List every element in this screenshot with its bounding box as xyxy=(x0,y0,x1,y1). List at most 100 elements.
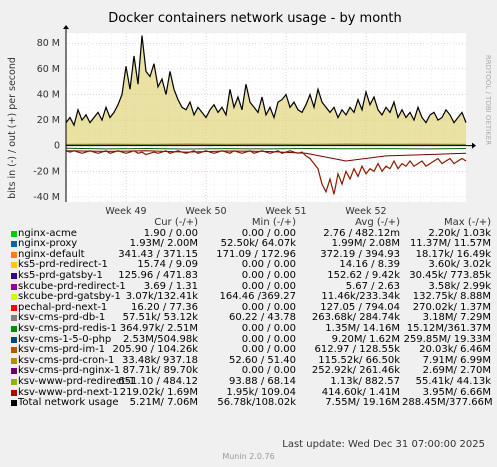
legend-cur: 341.43 / 371.15 xyxy=(118,248,198,260)
legend-name: ksv-cms-1-5-0-php xyxy=(18,333,112,345)
legend-max: 15.12M/361.37M xyxy=(406,322,491,334)
x-tick-label: Week 51 xyxy=(265,206,306,217)
legend-min: 56.78k/108.02k xyxy=(217,397,296,409)
legend-cur: 16.20 / 77.36 xyxy=(131,301,198,313)
legend-row: ks5-prd-gatsby-1 125.96 / 471.83 0.00 / 0.… xyxy=(10,269,491,282)
legend-header-min: Min (-/+) xyxy=(251,217,296,228)
legend-row: ksv-www-prd-next-1 219.02k/ 1.69M 1.95k/ 1… xyxy=(10,386,491,399)
legend-swatch xyxy=(11,241,17,248)
legend: Cur (-/+) Min (-/+) Avg (-/+) Max (-/+) … xyxy=(10,217,493,409)
legend-min: 0.00 / 0.00 xyxy=(241,269,296,281)
legend-row: nginx-acme 1.90 / 0.00 0.00 / 0.00 2.76 / 4… xyxy=(10,227,491,240)
series-line-in xyxy=(65,150,467,195)
watermark: RRDTOOL / TOBI OETIKER xyxy=(484,55,492,145)
legend-avg: 1.13k/ 882.57 xyxy=(330,375,400,387)
y-tick-label: 40 M xyxy=(37,89,60,100)
legend-row: ksv-cms-prd-redis-1 364.97k/ 2.51M 0.00 / … xyxy=(10,322,491,335)
footer-credit: Munin 2.0.76 xyxy=(222,452,275,461)
legend-cur: 125.96 / 471.83 xyxy=(118,269,198,281)
legend-min: 52.50k/ 64.07k xyxy=(220,238,296,250)
legend-min: 171.09 / 172.96 xyxy=(216,248,296,260)
series-line-out xyxy=(65,35,467,127)
legend-cur: 651.10 / 484.12 xyxy=(118,375,198,387)
legend-name: skcube-prd-gatsby-1 xyxy=(18,291,121,303)
y-tick-label: 20 M xyxy=(37,115,60,126)
chart-title: Docker containers network usage - by mon… xyxy=(108,11,402,26)
legend-max: 7.91M/ 6.99M xyxy=(422,354,491,366)
tick-labels: -40 M -20 M 0 20 M 40 M 60 M 80 M Week 49 Week 5… xyxy=(33,38,386,217)
legend-name: nginx-proxy xyxy=(18,238,78,250)
legend-max: 3.60k/ 3.02k xyxy=(428,259,491,271)
legend-cur: 15.74 / 9.09 xyxy=(137,259,198,271)
legend-name: nginx-default xyxy=(18,248,85,260)
legend-swatch xyxy=(11,336,17,343)
legend-max: 20.03k/ 6.46M xyxy=(419,344,491,356)
legend-min: 0.00 / 0.00 xyxy=(241,259,296,271)
legend-min: 0.00 / 0.00 xyxy=(241,280,296,292)
legend-cur: 364.97k/ 2.51M xyxy=(119,322,198,334)
legend-row: ksv-cms-prd-db-1 57.51k/ 53.12k 60.22 / 43… xyxy=(10,312,491,324)
series-area-out xyxy=(66,35,466,146)
legend-swatch xyxy=(11,389,17,396)
legend-row: ksv-cms-prd-cron-1 33.48k/ 937.18 52.60 / … xyxy=(10,354,491,367)
legend-swatch xyxy=(11,262,17,269)
legend-max: 3.58k/ 2.99k xyxy=(428,280,491,292)
legend-swatch xyxy=(11,283,17,290)
legend-swatch xyxy=(11,357,17,364)
legend-min: 52.60 / 51.40 xyxy=(229,354,296,366)
series-layer xyxy=(65,35,467,195)
legend-min: 0.00 / 0.00 xyxy=(241,365,296,377)
legend-cur: 3.69 / 1.31 xyxy=(143,280,198,292)
legend-min: 1.95k/ 109.04 xyxy=(226,386,296,398)
legend-avg: 372.19 / 394.93 xyxy=(320,248,400,260)
legend-max: 270.02k/ 1.37M xyxy=(412,301,491,313)
legend-avg: 1.99M/ 2.08M xyxy=(331,238,400,250)
y-tick-label: 60 M xyxy=(37,64,60,75)
legend-max: 30.45k/ 773.85k xyxy=(409,269,491,281)
legend-name: ksv-www-prd-next-1 xyxy=(18,386,119,398)
legend-name: ks5-prd-redirect-1 xyxy=(18,259,108,271)
legend-name: Total network usage xyxy=(18,397,119,409)
legend-cur: 205.90 / 104.26k xyxy=(112,344,199,356)
legend-avg: 9.20M/ 1.62M xyxy=(331,333,400,345)
legend-name: nginx-acme xyxy=(18,227,77,239)
legend-avg: 263.68k/ 284.74k xyxy=(311,312,400,324)
legend-min: 0.00 / 0.00 xyxy=(241,333,296,345)
legend-avg: 252.92k/ 261.46k xyxy=(311,365,400,377)
y-tick-label: -20 M xyxy=(33,166,60,177)
legend-header-max: Max (-/+) xyxy=(443,217,491,228)
legend-min: 0.00 / 0.00 xyxy=(241,344,296,356)
x-axis-arrow xyxy=(472,142,476,149)
legend-cur: 87.71k/ 89.70k xyxy=(122,365,198,377)
legend-row: ksv-cms-prd-nginx-1 87.71k/ 89.70k 0.00 / … xyxy=(10,365,491,377)
legend-swatch xyxy=(11,400,17,407)
legend-name: pechal-prd-next-1 xyxy=(18,301,108,313)
legend-swatch xyxy=(11,230,17,237)
legend-cur: 1.90 / 0.00 xyxy=(143,227,198,239)
legend-swatch xyxy=(11,304,17,311)
legend-row: ksv-www-prd-redirect-1 651.10 / 484.12 93.… xyxy=(10,375,491,388)
y-axis-arrow xyxy=(63,25,69,29)
legend-swatch xyxy=(11,368,17,375)
x-tick-label: Week 49 xyxy=(105,206,146,217)
legend-cur: 5.21M/ 7.06M xyxy=(129,397,198,409)
legend-max: 55.41k/ 44.13k xyxy=(415,375,491,387)
legend-swatch xyxy=(11,325,17,332)
y-axis-label: bits in (-) / out (+) per second xyxy=(7,57,18,199)
legend-avg: 14.16 / 8.39 xyxy=(339,259,400,271)
legend-swatch xyxy=(11,378,17,385)
legend-max: 18.17k/ 16.49k xyxy=(415,248,491,260)
legend-cur: 3.07k/132.41k xyxy=(125,291,198,303)
legend-max: 3.95M/ 6.66M xyxy=(422,386,491,398)
legend-name: ks5-prd-gatsby-1 xyxy=(18,269,103,281)
legend-swatch xyxy=(11,294,17,301)
legend-avg: 115.52k/ 66.50k xyxy=(318,354,400,366)
x-tick-label: Week 50 xyxy=(185,206,226,217)
legend-avg: 612.97 / 128.55k xyxy=(314,344,401,356)
legend-min: 93.88 / 68.14 xyxy=(229,375,296,387)
legend-min: 0.00 / 0.00 xyxy=(241,227,296,239)
legend-cur: 2.53M/504.98k xyxy=(122,333,198,345)
legend-row: skcube-prd-redirect-1 3.69 / 1.31 0.00 / 0… xyxy=(10,280,491,293)
legend-swatch xyxy=(11,347,17,354)
